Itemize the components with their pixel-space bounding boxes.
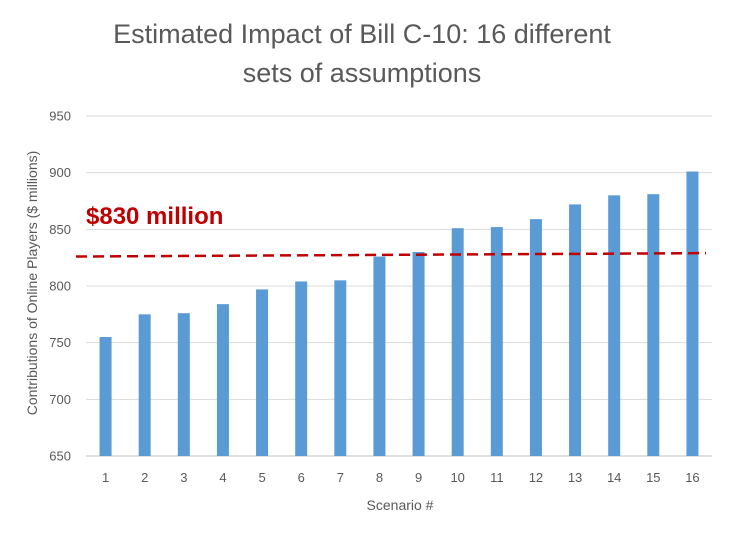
y-tick-label: 850 [49,222,71,237]
y-tick-label: 750 [49,335,71,350]
bar-scenario-2 [138,314,151,456]
bar-scenario-16 [686,171,699,457]
x-tick-label: 16 [685,470,699,485]
x-tick-label: 11 [490,470,504,485]
y-tick-label: 800 [49,279,71,294]
reference-line-label: $830 million [86,203,223,230]
bar-scenario-1 [99,337,112,456]
x-tick-label: 12 [529,470,543,485]
x-tick-label: 7 [337,470,344,485]
bar-scenario-6 [295,281,308,456]
y-tick-label: 900 [49,165,71,180]
x-tick-label: 2 [141,470,148,485]
y-axis-title: Contributions of Online Players ($ milli… [24,151,40,416]
bar-scenario-8 [373,256,386,456]
y-tick-label: 950 [49,109,71,124]
chart-title-line-2: sets of assumptions [243,58,482,88]
x-tick-label: 10 [450,470,464,485]
bar-scenario-12 [529,219,542,456]
y-tick-label: 700 [49,392,71,407]
x-axis-title: Scenario # [367,497,434,513]
bar-scenario-13 [569,204,582,456]
bar-scenario-15 [647,194,660,456]
x-tick-label: 13 [568,470,582,485]
x-tick-label: 1 [102,470,109,485]
reference-line-group: $830 million [75,203,707,258]
bar-scenario-7 [334,280,347,456]
gridlines [86,115,712,457]
bars [99,171,699,457]
y-tick-label: 650 [49,449,71,464]
x-tick-label: 8 [376,470,383,485]
x-tick-label: 9 [415,470,422,485]
reference-line [75,251,707,258]
y-axis-tick-labels: 650 700 750 800 850 900 950 [49,109,71,464]
bar-scenario-11 [490,227,503,456]
bar-scenario-9 [412,252,425,456]
x-axis-tick-labels: 1 2 3 4 5 6 7 8 9 10 11 12 13 14 15 16 [102,470,700,485]
x-tick-label: 15 [646,470,660,485]
x-tick-label: 6 [298,470,305,485]
bar-scenario-10 [451,228,464,456]
x-tick-label: 4 [219,470,226,485]
x-tick-label: 3 [180,470,187,485]
chart-title: Estimated Impact of Bill C-10: 16 differ… [113,19,611,88]
bar-scenario-3 [177,313,190,456]
bar-scenario-4 [216,304,229,456]
bar-scenario-14 [608,195,621,457]
chart-title-line-1: Estimated Impact of Bill C-10: 16 differ… [113,19,611,49]
x-tick-label: 14 [607,470,621,485]
x-tick-label: 5 [258,470,265,485]
bar-scenario-5 [256,289,269,456]
